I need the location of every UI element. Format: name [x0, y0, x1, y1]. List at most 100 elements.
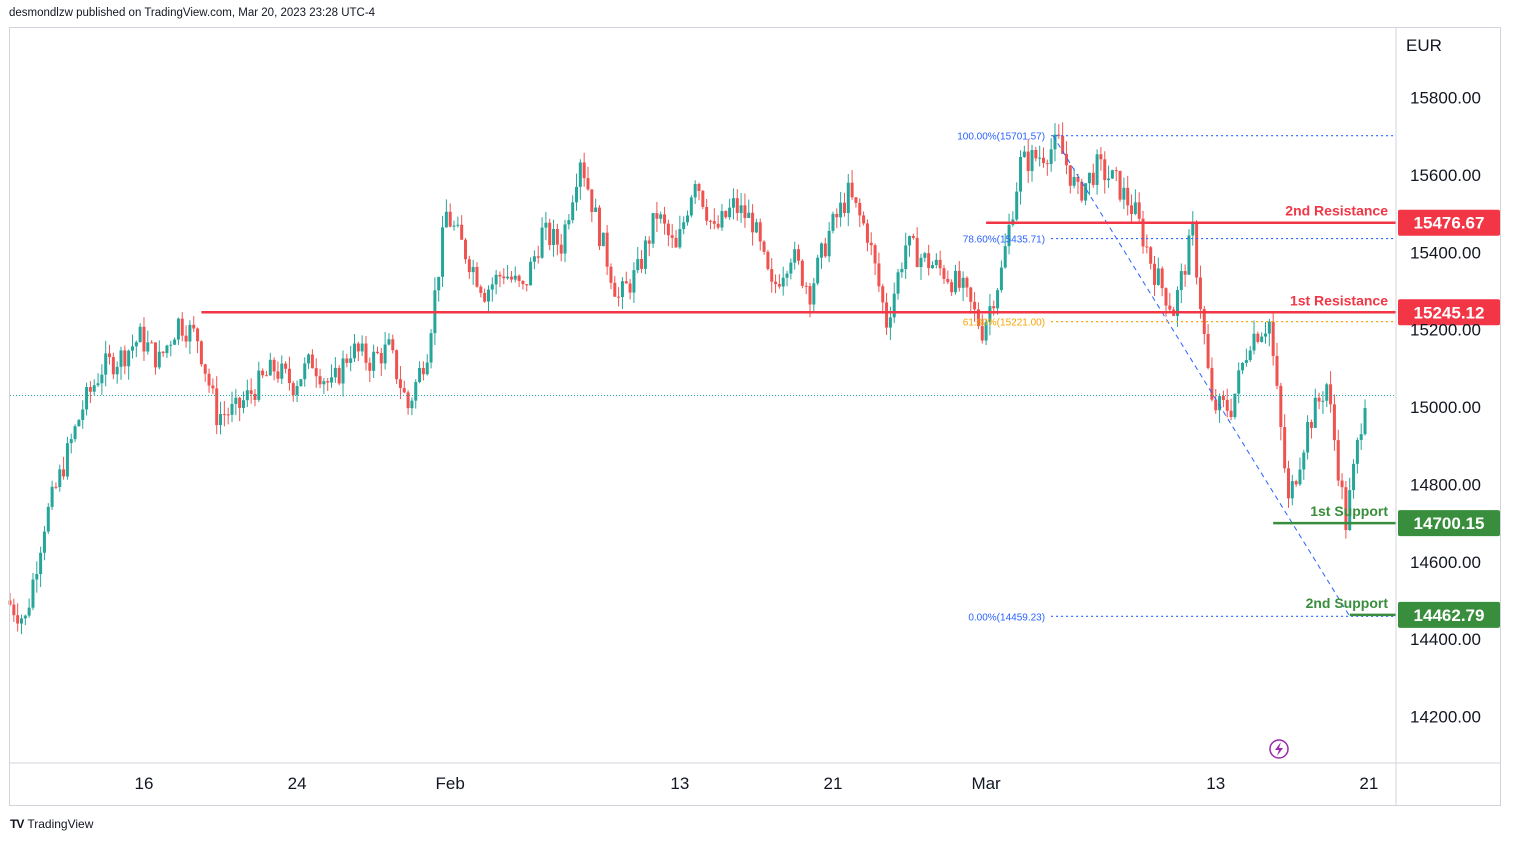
candle: [1344, 481, 1348, 539]
candle: [597, 205, 601, 251]
candle-body: [1030, 149, 1034, 172]
candle: [1329, 371, 1333, 413]
candle-body: [1244, 360, 1248, 363]
candle: [716, 215, 720, 230]
candle-body: [804, 285, 808, 287]
candle: [1325, 382, 1329, 408]
candle-body: [39, 552, 43, 575]
candle-body: [1279, 385, 1283, 428]
candle-body: [1149, 247, 1153, 264]
candle: [1103, 151, 1107, 194]
candle-body: [284, 363, 288, 369]
candle-body: [1130, 205, 1134, 214]
candle-body: [1145, 246, 1149, 248]
candle-body: [957, 270, 961, 288]
candle-body: [375, 351, 379, 354]
candle-body: [659, 214, 663, 219]
candle-body: [1034, 149, 1038, 159]
candle-body: [575, 186, 579, 203]
candle-body: [1141, 218, 1145, 247]
candle-body: [253, 393, 257, 400]
candle: [356, 341, 360, 362]
candle: [1145, 234, 1149, 254]
candle: [490, 277, 494, 302]
candle: [222, 401, 226, 427]
candle-body: [724, 211, 728, 218]
candle: [965, 276, 969, 298]
candle-body: [1283, 427, 1287, 469]
candle-body: [1099, 154, 1103, 160]
candle: [969, 286, 973, 314]
level-price-tag: [1398, 299, 1500, 326]
candle: [525, 284, 529, 292]
candle-body: [127, 350, 131, 367]
candle: [138, 323, 142, 343]
candle: [930, 261, 934, 269]
candle: [701, 189, 705, 210]
candle-body: [1221, 396, 1225, 400]
candle-body: [1057, 134, 1061, 136]
candle-body: [927, 253, 931, 269]
candle-body: [81, 409, 85, 421]
candle: [88, 381, 92, 404]
candle-body: [1003, 246, 1007, 268]
x-tick-label: 16: [135, 774, 154, 793]
candle: [835, 208, 839, 229]
candle-body: [502, 276, 506, 279]
candle: [517, 274, 521, 288]
candle-body: [1061, 135, 1065, 154]
candle-body: [839, 202, 843, 218]
candle: [1210, 357, 1214, 402]
candle: [372, 344, 376, 379]
candle-body: [950, 282, 954, 293]
candle-body: [1313, 397, 1317, 428]
candle-body: [601, 232, 605, 247]
fib-level-label: 0.00%(14459.23): [968, 612, 1045, 623]
candle-body: [1095, 154, 1099, 185]
x-tick-label: 13: [670, 774, 689, 793]
candle: [310, 349, 314, 369]
candle-body: [1214, 399, 1218, 411]
candle: [330, 364, 334, 388]
candle: [1332, 394, 1336, 451]
candle-body: [1355, 439, 1359, 464]
candle-body: [444, 211, 448, 228]
candle: [628, 279, 632, 300]
candle: [287, 356, 291, 391]
candle: [464, 238, 468, 264]
candle-body: [896, 272, 900, 294]
candle-body: [383, 344, 387, 364]
candle-body: [969, 287, 973, 302]
candle-body: [1107, 178, 1111, 181]
candle-body: [1007, 224, 1011, 247]
candle-body: [996, 290, 1000, 309]
candle: [1072, 168, 1076, 189]
candle-body: [1359, 434, 1363, 440]
candle: [620, 277, 624, 310]
candle: [862, 211, 866, 226]
candle-body: [1336, 440, 1340, 481]
candle: [827, 222, 831, 263]
candle: [663, 206, 667, 235]
candle-body: [1133, 202, 1137, 214]
candle-body: [827, 230, 831, 257]
candle: [532, 250, 536, 270]
candle-body: [835, 213, 839, 218]
candle-body: [1015, 191, 1019, 220]
candle-body: [670, 235, 674, 238]
candle: [1022, 145, 1026, 158]
candle: [111, 352, 115, 380]
candle-body: [1091, 172, 1095, 185]
candle: [594, 198, 598, 213]
candle-body: [241, 400, 245, 408]
publisher-caption: desmondlzw published on TradingView.com,…: [9, 7, 376, 19]
candle-body: [276, 371, 280, 379]
candle: [1306, 415, 1310, 460]
candle: [1068, 165, 1072, 194]
candle: [219, 401, 223, 435]
candle-body: [1363, 408, 1367, 435]
candle: [1340, 473, 1344, 500]
candle-body: [391, 339, 395, 351]
candle: [582, 152, 586, 187]
